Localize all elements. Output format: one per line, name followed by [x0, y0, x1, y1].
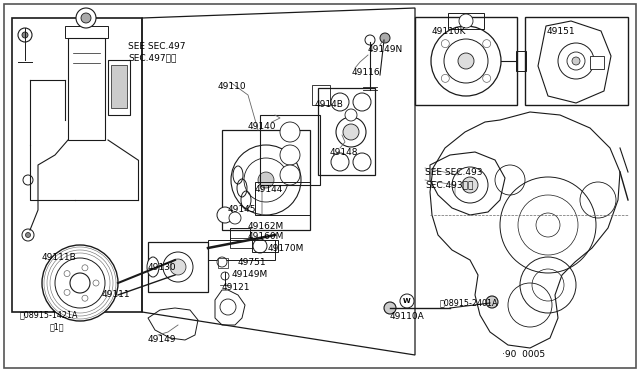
Bar	[65, 26, 108, 38]
Circle shape	[217, 207, 233, 223]
Circle shape	[258, 172, 274, 188]
Text: 49121: 49121	[222, 283, 250, 292]
Text: 49149N: 49149N	[368, 45, 403, 54]
Circle shape	[76, 8, 96, 28]
Bar	[108, 60, 130, 115]
Circle shape	[231, 145, 301, 215]
Text: 49144: 49144	[255, 185, 284, 194]
Circle shape	[280, 165, 300, 185]
Bar	[230, 238, 255, 248]
Circle shape	[365, 35, 375, 45]
Circle shape	[336, 117, 366, 147]
Text: 49170M: 49170M	[268, 244, 305, 253]
Circle shape	[220, 299, 236, 315]
Circle shape	[331, 153, 349, 171]
Text: 49140: 49140	[248, 122, 276, 131]
Bar	[148, 242, 208, 292]
Circle shape	[343, 124, 359, 140]
Bar	[260, 115, 320, 185]
Circle shape	[280, 145, 300, 165]
Circle shape	[567, 52, 585, 70]
Text: 49110K: 49110K	[432, 27, 467, 36]
Circle shape	[221, 272, 229, 280]
Text: 49130: 49130	[148, 263, 177, 272]
Bar	[312, 85, 330, 105]
Text: 49751: 49751	[238, 258, 267, 267]
Bar	[12, 18, 142, 312]
Circle shape	[331, 93, 349, 111]
Bar	[590, 56, 604, 69]
Circle shape	[22, 32, 28, 38]
Circle shape	[229, 212, 241, 224]
Text: Ⓥ08915-1421A: Ⓥ08915-1421A	[20, 310, 79, 319]
Circle shape	[22, 229, 34, 241]
Bar	[252, 240, 278, 252]
Text: SEC.493参図: SEC.493参図	[425, 180, 474, 189]
Bar	[448, 13, 484, 29]
Circle shape	[345, 109, 357, 121]
Text: 49148: 49148	[330, 148, 358, 157]
Circle shape	[280, 122, 300, 142]
Bar	[68, 38, 105, 140]
Text: W: W	[403, 298, 411, 304]
Text: SEC.497参図: SEC.497参図	[128, 53, 177, 62]
Circle shape	[431, 26, 501, 96]
Bar	[516, 51, 526, 71]
Circle shape	[400, 294, 414, 308]
Text: 49111: 49111	[102, 290, 131, 299]
Circle shape	[572, 57, 580, 65]
Text: ⒦08915-2401A: ⒦08915-2401A	[440, 298, 499, 307]
Text: ·90  0005: ·90 0005	[502, 350, 545, 359]
Circle shape	[462, 177, 478, 193]
Circle shape	[18, 28, 32, 42]
Circle shape	[170, 259, 186, 275]
Circle shape	[23, 175, 33, 185]
Circle shape	[458, 53, 474, 69]
Bar	[222, 130, 310, 230]
Circle shape	[42, 245, 118, 321]
Text: （1）: （1）	[50, 322, 65, 331]
Circle shape	[244, 158, 288, 202]
Text: 49151: 49151	[547, 27, 575, 36]
Ellipse shape	[147, 257, 159, 277]
Circle shape	[353, 153, 371, 171]
Text: 49145: 49145	[228, 205, 257, 214]
Circle shape	[353, 93, 371, 111]
Circle shape	[163, 252, 193, 282]
Bar	[525, 17, 628, 105]
Text: 49160M: 49160M	[248, 232, 284, 241]
Circle shape	[384, 302, 396, 314]
Text: 4914B: 4914B	[315, 100, 344, 109]
Bar	[218, 258, 228, 268]
Text: SEE SEC.493: SEE SEC.493	[425, 168, 483, 177]
Circle shape	[486, 296, 498, 308]
Bar	[255, 182, 310, 215]
Text: 49110A: 49110A	[390, 312, 425, 321]
Circle shape	[558, 43, 594, 79]
Circle shape	[26, 232, 31, 237]
Circle shape	[444, 39, 488, 83]
Text: 49149: 49149	[148, 335, 177, 344]
Text: 49111B: 49111B	[42, 253, 77, 262]
Circle shape	[217, 257, 227, 267]
Bar	[415, 17, 517, 105]
Bar	[208, 240, 275, 260]
Bar	[318, 88, 375, 175]
Circle shape	[81, 13, 91, 23]
Circle shape	[55, 258, 105, 308]
Circle shape	[459, 14, 473, 28]
Text: 49110: 49110	[218, 82, 246, 91]
Bar	[111, 65, 127, 108]
Text: 49162M: 49162M	[248, 222, 284, 231]
Circle shape	[253, 239, 267, 253]
Text: 49116: 49116	[352, 68, 381, 77]
Bar	[230, 228, 250, 240]
Circle shape	[70, 273, 90, 293]
Circle shape	[380, 33, 390, 43]
Circle shape	[452, 167, 488, 203]
Text: 49149M: 49149M	[232, 270, 268, 279]
Text: SEE SEC.497: SEE SEC.497	[128, 42, 186, 51]
